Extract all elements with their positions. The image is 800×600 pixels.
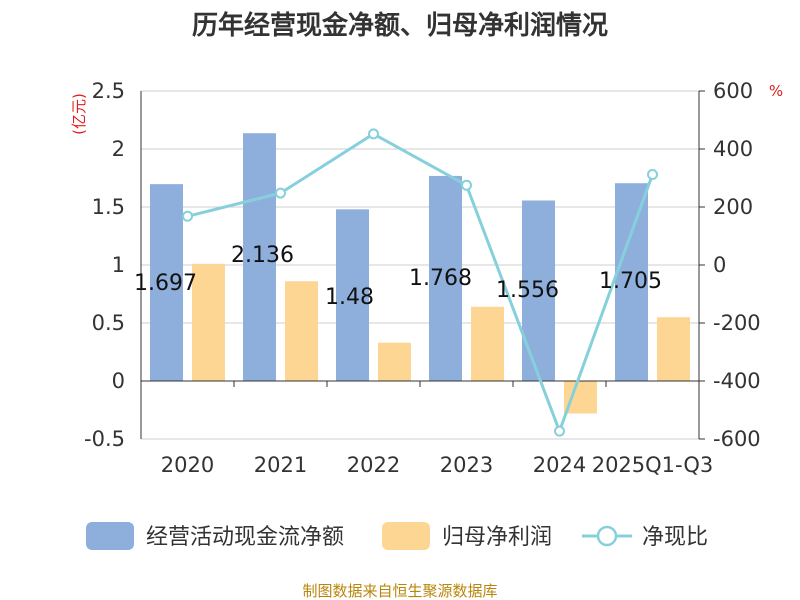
legend-swatch-cash-flow: [86, 522, 134, 550]
right-tick-label: -600: [713, 427, 761, 451]
bar-cash-flow: [336, 209, 369, 381]
bar-value-label: 2.136: [231, 243, 294, 268]
line-series: [182, 128, 658, 437]
right-axis-unit: %: [769, 82, 783, 100]
x-tick-label: 2021: [254, 453, 307, 477]
legend-swatch-net-profit: [382, 522, 430, 550]
left-tick-label: 1.5: [92, 195, 125, 219]
left-tick-label: 0: [112, 369, 125, 393]
left-axis-unit: (亿元): [70, 93, 88, 135]
bars: [150, 133, 690, 414]
bar-net-profit: [471, 306, 504, 381]
bar-cash-flow: [243, 133, 276, 381]
right-tick-label: 0: [713, 253, 726, 277]
x-tick-label: 2025Q1-Q3: [592, 453, 714, 477]
bar-value-label: 1.705: [599, 269, 662, 294]
source-note: 制图数据来自恒生聚源数据库: [302, 582, 497, 600]
x-tick-label: 2024: [533, 453, 586, 477]
left-tick-label: 2: [112, 137, 125, 161]
left-tick-label: -0.5: [84, 427, 125, 451]
bar-net-profit: [285, 281, 318, 381]
left-tick-label: 1: [112, 253, 125, 277]
x-tick-label: 2022: [347, 453, 400, 477]
bar-cash-flow: [429, 175, 462, 381]
bar-value-label: 1.697: [134, 271, 197, 296]
axes: -0.5 0 0.5 1 1.5 2 2.5 -600 -400 -200 0 200 400 600 20…: [84, 79, 761, 477]
right-tick-label: -200: [713, 311, 761, 335]
bar-cash-flow: [150, 184, 183, 381]
bar-net-profit: [564, 381, 597, 414]
bar-net-profit: [657, 317, 690, 381]
bar-value-label: 1.48: [325, 285, 374, 310]
legend-label-cash-flow: 经营活动现金流净额: [146, 525, 344, 550]
left-tick-label: 2.5: [92, 79, 125, 103]
chart-title: 历年经营现金净额、归母净利润情况: [192, 10, 608, 41]
bar-value-label: 1.556: [496, 278, 559, 303]
legend-marker-ratio: [596, 525, 618, 547]
legend: 经营活动现金流净额 归母净利润 净现比: [86, 522, 708, 550]
ratio-point: [182, 210, 193, 222]
right-tick-label: 400: [713, 137, 753, 161]
right-tick-label: -400: [713, 369, 761, 393]
ratio-point: [275, 187, 286, 199]
ratio-line: [187, 132, 654, 436]
left-tick-label: 0.5: [92, 311, 125, 335]
legend-label-ratio: 净现比: [642, 525, 708, 550]
bar-value-label: 1.768: [409, 266, 472, 291]
ratio-point: [461, 179, 472, 191]
bar-cash-flow: [615, 183, 648, 381]
x-tick-label: 2023: [440, 453, 493, 477]
data-labels: 1.697 2.136 1.48 1.768 1.556 1.705: [134, 243, 662, 310]
ratio-point: [368, 128, 379, 140]
x-tick-label: 2020: [161, 453, 214, 477]
bar-net-profit: [378, 342, 411, 381]
legend-label-net-profit: 归母净利润: [442, 525, 552, 550]
right-tick-label: 600: [713, 79, 753, 103]
right-tick-label: 200: [713, 195, 753, 219]
ratio-point: [554, 425, 565, 437]
ratio-point: [647, 169, 658, 181]
bar-net-profit: [192, 263, 225, 381]
bar-cash-flow: [522, 200, 555, 381]
